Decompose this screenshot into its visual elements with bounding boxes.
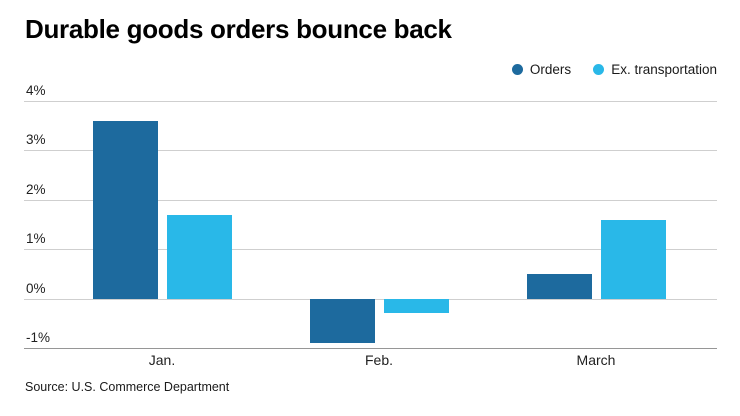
bar-ex-transportation-jan xyxy=(166,214,232,299)
legend-dot-icon xyxy=(511,64,523,75)
legend-label: Orders xyxy=(529,62,572,77)
bar-orders-jan xyxy=(92,120,158,299)
bar-ex-transportation-feb xyxy=(383,298,449,314)
gridline xyxy=(24,249,717,251)
y-tick-label: 3% xyxy=(26,132,46,148)
x-axis-line xyxy=(24,348,717,349)
plot-area: 4% 3% 2% 1% 0% -1% xyxy=(24,83,717,349)
gridline xyxy=(24,199,717,201)
y-tick-label: -1% xyxy=(26,330,51,345)
chart-title: Durable goods orders bounce back xyxy=(25,14,452,44)
legend-item-ex-transportation: Ex. transportation xyxy=(593,62,717,77)
source-note: Source: U.S. Commerce Department xyxy=(25,380,230,394)
x-tick-label: Feb. xyxy=(364,352,393,368)
y-tick-label: 1% xyxy=(26,231,46,247)
y-tick-label: 4% xyxy=(26,83,46,98)
legend: Orders Ex. transportation xyxy=(511,62,717,77)
bar-orders-feb xyxy=(309,298,375,344)
bar-orders-march xyxy=(526,273,592,299)
y-tick-label: 2% xyxy=(26,181,46,197)
x-tick-label: March xyxy=(576,352,616,368)
y-tick-label: 0% xyxy=(26,280,46,296)
x-tick-label: Jan. xyxy=(148,352,176,368)
legend-dot-icon xyxy=(593,64,605,75)
gridline xyxy=(24,101,717,102)
bar-ex-transportation-march xyxy=(600,219,666,299)
legend-label: Ex. transportation xyxy=(611,62,717,77)
legend-item-orders: Orders xyxy=(511,62,572,77)
gridline xyxy=(24,150,717,152)
